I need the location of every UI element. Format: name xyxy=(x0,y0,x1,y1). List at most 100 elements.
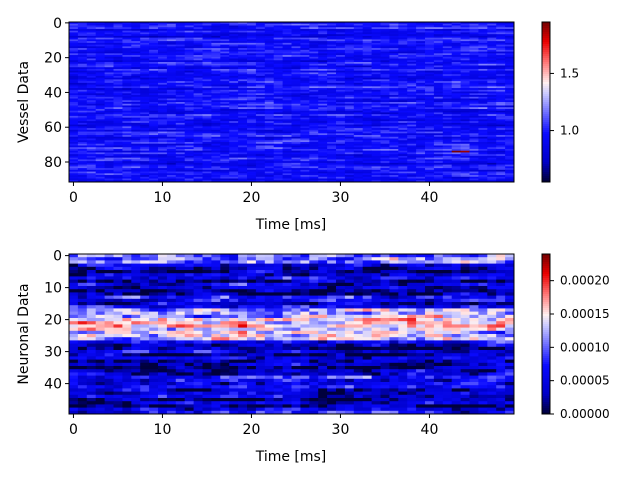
heatmap-cell xyxy=(451,143,461,146)
heatmap-cell xyxy=(175,41,186,44)
colorbar-segment xyxy=(542,124,550,127)
heatmap-cell xyxy=(184,35,194,39)
heatmap-cell xyxy=(327,108,337,112)
heatmap-cell xyxy=(77,86,88,89)
heatmap-cell xyxy=(69,30,79,33)
heatmap-cell xyxy=(140,74,150,77)
heatmap-cell xyxy=(318,117,328,120)
heatmap-cell xyxy=(113,53,123,56)
heatmap-cell xyxy=(353,133,364,136)
x-tick-label: 30 xyxy=(332,190,350,206)
heatmap-cell xyxy=(398,23,408,26)
heatmap-cell xyxy=(282,44,292,47)
heatmap-cell xyxy=(229,95,239,98)
heatmap-cell xyxy=(300,74,310,77)
heatmap-cell xyxy=(425,117,435,120)
heatmap-cell xyxy=(86,180,97,183)
heatmap-cell xyxy=(407,107,417,110)
heatmap-cell xyxy=(229,124,239,127)
colorbar-segment xyxy=(542,112,550,115)
heatmap-cell xyxy=(300,157,310,160)
heatmap-cell xyxy=(487,164,497,167)
heatmap-cell xyxy=(273,122,283,126)
heatmap-cell xyxy=(122,117,132,120)
heatmap-cell xyxy=(220,115,230,119)
heatmap-cell xyxy=(264,126,275,129)
colorbar-segment xyxy=(542,156,550,159)
heatmap-cell xyxy=(371,107,381,110)
heatmap-cell xyxy=(166,63,177,66)
heatmap-cell xyxy=(291,175,301,178)
heatmap-cell xyxy=(86,112,97,115)
heatmap-cell xyxy=(433,53,444,56)
heatmap-cell xyxy=(416,257,426,261)
heatmap-cell xyxy=(371,150,381,153)
heatmap-cell xyxy=(398,180,408,183)
heatmap-cell xyxy=(122,145,132,148)
heatmap-cell xyxy=(193,79,203,82)
heatmap-cell xyxy=(496,89,506,92)
heatmap-cell xyxy=(113,143,123,146)
heatmap-cell xyxy=(425,88,435,91)
heatmap-cell xyxy=(487,35,497,39)
heatmap-cell xyxy=(407,150,417,153)
heatmap-cell xyxy=(478,129,488,132)
heatmap-cell xyxy=(353,39,364,42)
heatmap-cell xyxy=(451,49,461,52)
heatmap-cell xyxy=(95,60,105,63)
heatmap-cell xyxy=(273,105,283,108)
heatmap-cell xyxy=(247,148,257,152)
colorbar-segment xyxy=(542,76,550,79)
heatmap-cell xyxy=(86,254,97,258)
heatmap-cell xyxy=(496,96,506,99)
colorbar-segment xyxy=(542,168,550,171)
heatmap-cell xyxy=(478,27,488,30)
heatmap-cell xyxy=(264,48,275,51)
heatmap-cell xyxy=(247,266,257,271)
heatmap-cell xyxy=(113,65,123,68)
heatmap-cell xyxy=(175,77,186,80)
heatmap-cell xyxy=(282,23,292,26)
heatmap-cell xyxy=(478,148,488,152)
heatmap-cell xyxy=(487,175,497,178)
heatmap-cell xyxy=(309,35,319,39)
heatmap-cell xyxy=(264,56,275,59)
heatmap-cell xyxy=(433,32,444,35)
heatmap-cell xyxy=(211,159,221,162)
heatmap-cell xyxy=(264,159,275,162)
heatmap-cell xyxy=(425,44,435,47)
heatmap-cell xyxy=(86,81,97,84)
heatmap-cell xyxy=(371,72,381,75)
heatmap-cell xyxy=(264,117,275,120)
heatmap-cell xyxy=(309,150,319,153)
heatmap-cell xyxy=(505,148,515,152)
heatmap-cell xyxy=(496,27,506,30)
heatmap-cell xyxy=(398,30,408,33)
heatmap-cell xyxy=(104,68,114,72)
heatmap-cell xyxy=(149,72,159,75)
heatmap-cell xyxy=(122,88,132,91)
heatmap-cell xyxy=(318,91,328,94)
heatmap-cell xyxy=(318,142,328,145)
heatmap-cell xyxy=(353,108,364,112)
heatmap-cell xyxy=(460,131,470,134)
heatmap-cell xyxy=(505,96,515,99)
heatmap-cell xyxy=(327,42,337,46)
heatmap-cell xyxy=(344,150,355,153)
heatmap-cell xyxy=(336,135,346,138)
heatmap-cell xyxy=(425,126,435,129)
heatmap-cell xyxy=(131,136,141,139)
heatmap-cell xyxy=(202,93,212,96)
heatmap-cell xyxy=(238,142,248,145)
heatmap-cell xyxy=(344,119,355,122)
heatmap-cell xyxy=(255,88,266,91)
heatmap-cell xyxy=(505,108,515,112)
heatmap-cell xyxy=(389,260,399,264)
heatmap-cell xyxy=(416,266,426,271)
heatmap-cell xyxy=(184,32,194,35)
heatmap-cell xyxy=(478,100,488,103)
heatmap-cell xyxy=(238,98,248,101)
heatmap-cell xyxy=(442,147,453,150)
heatmap-cell xyxy=(193,263,203,268)
heatmap-cell xyxy=(77,164,88,167)
